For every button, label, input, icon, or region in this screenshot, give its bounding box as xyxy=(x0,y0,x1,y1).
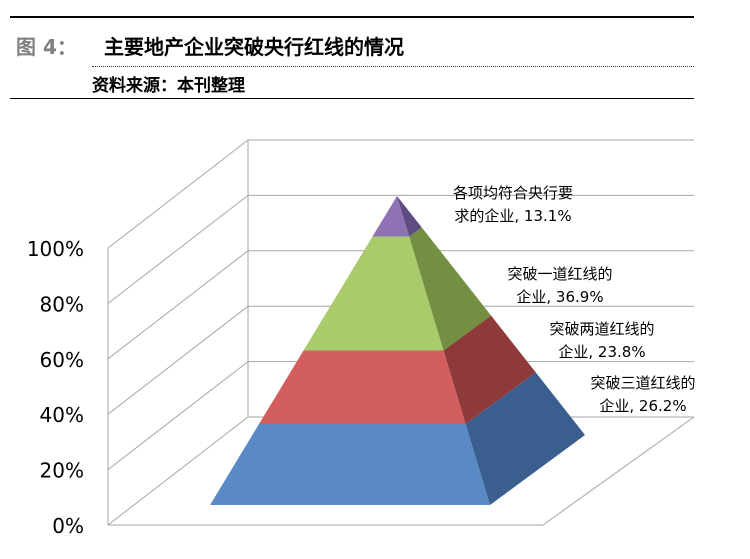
data-label-line2: 企业, 36.9% xyxy=(516,288,603,306)
data-label-line1: 突破三道红线的 xyxy=(590,374,695,392)
header-bottom-rule xyxy=(10,98,694,99)
header-top-rule xyxy=(10,16,694,18)
pyramid-layer-side xyxy=(409,227,491,351)
data-label-line2: 求的企业, 13.1% xyxy=(454,207,571,225)
y-tick-label: 20% xyxy=(40,459,84,483)
pyramid-layer-front xyxy=(303,236,444,351)
pyramid-layer-side xyxy=(465,372,585,505)
header-dotted-rule xyxy=(92,66,694,67)
y-tick-label: 60% xyxy=(40,348,84,372)
side-gridline xyxy=(107,139,249,249)
figure-label: 图 4： xyxy=(16,35,77,59)
data-label-line1: 突破一道红线的 xyxy=(507,265,612,283)
side-gridline xyxy=(107,416,249,526)
y-tick-label: 80% xyxy=(40,292,84,316)
floor-edge xyxy=(108,416,695,526)
pyramid-body xyxy=(210,196,585,505)
pyramid-layer-front xyxy=(210,424,490,505)
pyramid-layer-front xyxy=(372,196,410,237)
pyramid-layer-side xyxy=(397,196,422,237)
side-gridline xyxy=(107,195,249,304)
side-gridline xyxy=(107,250,249,360)
pyramid-layer-side xyxy=(443,315,536,425)
source-note: 资料来源：本刊整理 xyxy=(92,76,245,96)
data-label-line2: 企业, 26.2% xyxy=(599,397,686,415)
side-gridline xyxy=(107,361,249,470)
y-tick-label: 40% xyxy=(40,403,84,427)
side-gridline xyxy=(107,305,249,415)
data-label-line1: 各项均符合央行要 xyxy=(453,184,573,202)
y-tick-label: 100% xyxy=(27,237,84,261)
data-label-line2: 企业, 23.8% xyxy=(558,343,645,361)
y-axis-labels: 0% 20% 40% 60% 80% 100% xyxy=(27,237,84,538)
pyramid-layer-front xyxy=(258,350,466,425)
data-label-line1: 突破两道红线的 xyxy=(549,320,654,338)
y-tick-label: 0% xyxy=(52,514,84,538)
figure-title: 主要地产企业突破央行红线的情况 xyxy=(104,35,404,59)
